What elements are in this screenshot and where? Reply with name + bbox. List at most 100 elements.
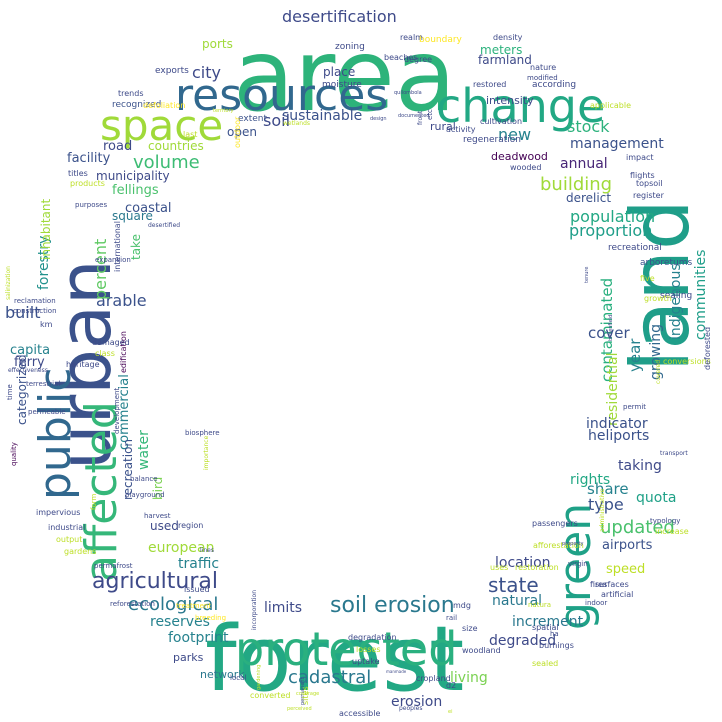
word-footprint: footprint [168,630,229,646]
word-updated: updated [600,517,675,538]
word-nature: nature [530,63,556,72]
word-losses: losses [356,645,381,654]
word-sustainable: sustainable [282,108,362,124]
word-damaged: damaged [92,338,130,347]
word-uses: uses [490,563,508,572]
word-growing: growing [648,324,664,380]
word-affected: affected [76,401,127,582]
word-land: land [614,199,707,372]
word-rail: rail [446,614,457,622]
word-location: location [495,555,551,571]
word-used: used [150,519,179,533]
word-cadastral: cadastral [288,667,371,688]
word-road: road [103,139,132,154]
word-importance: importance [203,435,210,470]
word-communities: communities [693,250,709,340]
word-place: place [323,65,355,79]
word-recognized: recognized [112,100,161,110]
word-terrestrial: terrestrial [26,380,60,388]
word-forestry: forestry [36,236,52,290]
word-topsoil: topsoil [636,179,663,188]
word-permeable: permeable [28,408,66,416]
word-permit: permit [623,403,646,411]
word-beaches: beaches [384,53,417,62]
word-time: time [6,384,14,400]
word-residential: residential [605,353,621,426]
word-water: water [136,430,152,470]
word-growth: growth [644,294,672,303]
word-playground: playground [125,491,165,499]
word-balance: balance [130,475,158,483]
word-sites: sites [301,686,310,705]
word-bird: bird [151,477,165,500]
word-public: public [30,368,81,500]
word-d2: d2 [446,681,456,690]
word-increment: increment [512,614,584,630]
word-type: type [588,495,624,514]
word-issued: issued [184,585,210,594]
word-design: design [370,116,387,122]
word-countries: countries [148,139,204,153]
word-modified: modified [527,74,558,82]
word-ecological: ecological [128,594,218,615]
word-artificial: artificial [601,590,633,599]
word-annual: annual [560,156,608,172]
word-arable: arable [96,291,147,310]
word-building: building [540,174,612,195]
word-restoration: restoration [515,563,559,572]
word-new: new [498,125,531,144]
word-impervious: impervious [36,508,80,517]
word-square: square [112,209,153,223]
word-activity: activity [446,125,476,134]
word-quality: quality [10,442,18,466]
word-protected: protected [235,622,457,676]
word-municipality: municipality [96,169,170,183]
word-effectiveness: effectiveness [8,367,48,374]
word-uptake: uptake [352,657,380,666]
word-management: management [570,136,664,152]
word-coastal: coastal [125,201,172,216]
word-afforestation: afforestation [533,541,584,550]
word-incorporation: incorporation [251,590,258,630]
word-indoor: indoor [585,599,607,607]
word-treatment: treatment [176,602,211,610]
word-burnings: burnings [539,641,574,650]
word-indigenous: indigenous [668,263,684,340]
word-boundary: boundary [419,35,463,45]
word-administrative: administrative [599,488,606,532]
word-indicator: indicator [586,416,648,432]
word-according: according [532,80,576,90]
word-harvest: harvest [144,512,171,520]
word-salinization: salinization [5,266,12,300]
word-commercial: commercial [117,374,132,450]
word-share: share [587,480,629,498]
word-density: density [493,33,523,42]
word-quota: quota [636,490,676,506]
word-deforested: deforested [703,327,712,370]
word-city: city [192,63,221,82]
word-facility: facility [67,151,111,166]
word-cover: cover [588,324,631,342]
word-regeneration: regeneration [463,135,521,145]
word-form: form [90,493,98,510]
word-intensity: intensity [486,94,534,107]
word-class: class [95,349,115,358]
word-impact: impact [626,153,654,162]
word-wetlands: wetlands [283,120,310,127]
word-front: front [417,110,424,125]
word-construction: construction [13,307,57,315]
word-capita: capita [10,343,50,358]
word-ha: ha [550,630,559,638]
word-titles: titles [68,169,88,178]
word-erosion: erosion [391,694,442,710]
word-development: development [113,388,121,434]
word-agricultural: agricultural [92,569,218,594]
word-edification: edification [119,331,128,373]
word-natural: natural [492,593,542,609]
word-fellings: fellings [112,183,159,198]
word-passengers: passengers [532,519,578,528]
word-output: output [56,535,82,544]
word-industrial: industrial [48,523,85,532]
word-airports: airports [602,538,653,553]
